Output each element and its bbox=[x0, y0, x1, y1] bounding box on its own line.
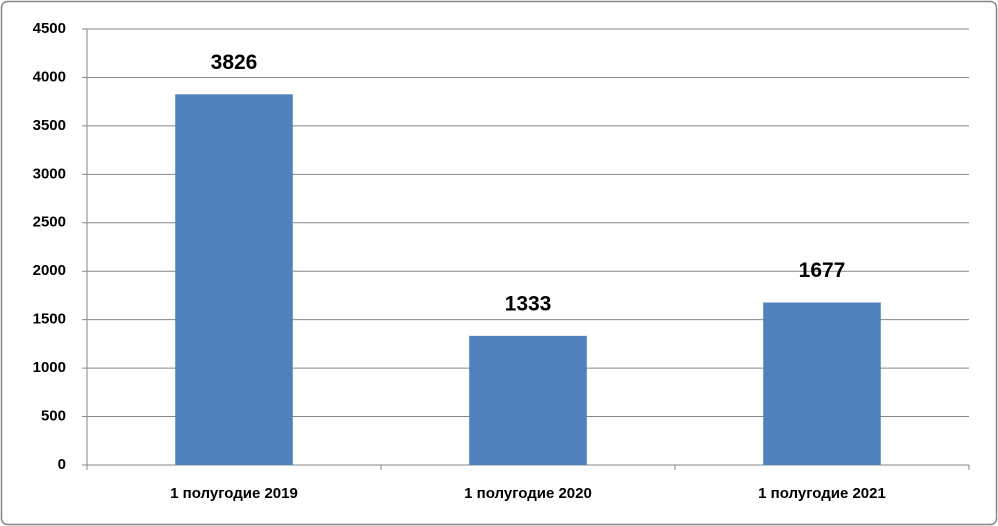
data-label: 1333 bbox=[505, 292, 552, 315]
y-tick-label: 4000 bbox=[33, 68, 66, 85]
data-label: 3826 bbox=[211, 51, 258, 74]
data-label: 1677 bbox=[799, 259, 846, 282]
y-tick-label: 3500 bbox=[33, 117, 66, 134]
x-tick-label: 1 полугодие 2021 bbox=[758, 485, 886, 502]
y-tick-label: 1500 bbox=[33, 311, 66, 328]
y-tick-label: 3000 bbox=[33, 165, 66, 182]
y-tick-label: 2500 bbox=[33, 214, 66, 231]
bar bbox=[763, 302, 881, 465]
y-tick-label: 500 bbox=[41, 408, 66, 425]
x-tick-label: 1 полугодие 2019 bbox=[170, 485, 298, 502]
y-tick-label: 2000 bbox=[33, 262, 66, 279]
bar bbox=[175, 94, 293, 466]
y-tick-label: 4500 bbox=[33, 20, 66, 37]
y-tick-label: 0 bbox=[58, 456, 66, 473]
y-tick-label: 1000 bbox=[33, 359, 66, 376]
bar bbox=[469, 335, 587, 465]
x-tick-label: 1 полугодие 2020 bbox=[464, 485, 592, 502]
